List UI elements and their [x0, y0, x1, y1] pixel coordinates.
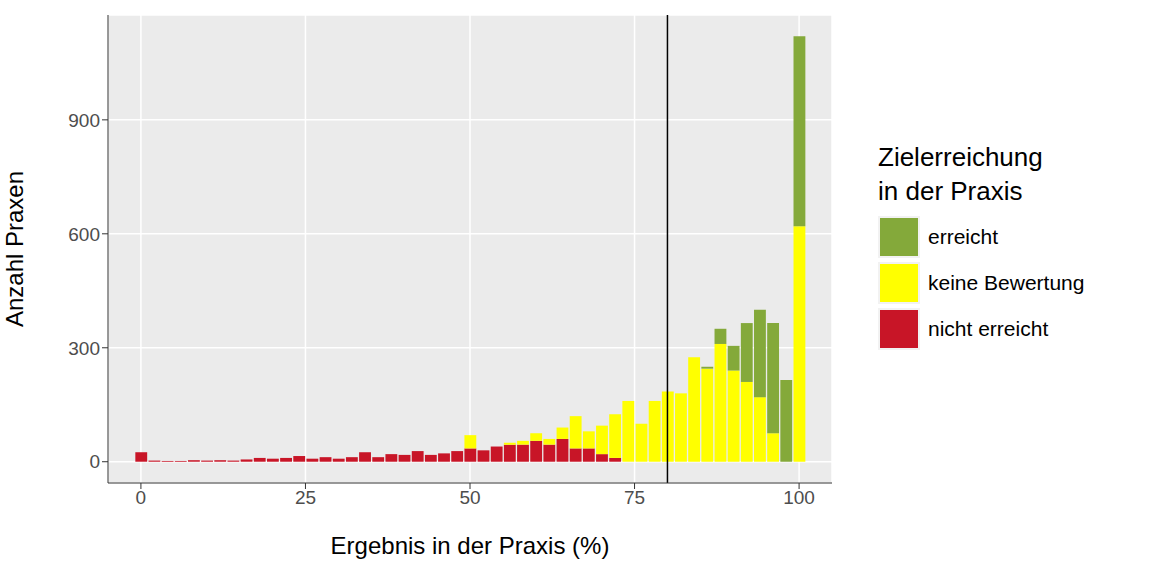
svg-text:300: 300	[68, 338, 100, 359]
html-text:erreicht: erreicht	[928, 225, 998, 248]
html-text:nicht erreicht: nicht erreicht	[928, 317, 1049, 340]
html-text:keine Bewertung: keine Bewertung	[928, 271, 1085, 294]
svg-text:0: 0	[89, 451, 100, 472]
svg-text:900: 900	[68, 110, 100, 131]
svg-text:100: 100	[783, 487, 815, 508]
svg-text:Anzahl Praxen: Anzahl Praxen	[8, 171, 28, 327]
svg-text:50: 50	[459, 487, 480, 508]
svg-text:600: 600	[68, 224, 100, 245]
html-text:Zielerreichung in der Praxis: Zielerreichung in der Praxis	[878, 142, 1043, 206]
svg-text:0: 0	[136, 487, 147, 508]
svg-text:25: 25	[295, 487, 316, 508]
svg-text:Ergebnis in der Praxis (%): Ergebnis in der Praxis (%)	[331, 532, 610, 559]
svg-text:75: 75	[624, 487, 645, 508]
